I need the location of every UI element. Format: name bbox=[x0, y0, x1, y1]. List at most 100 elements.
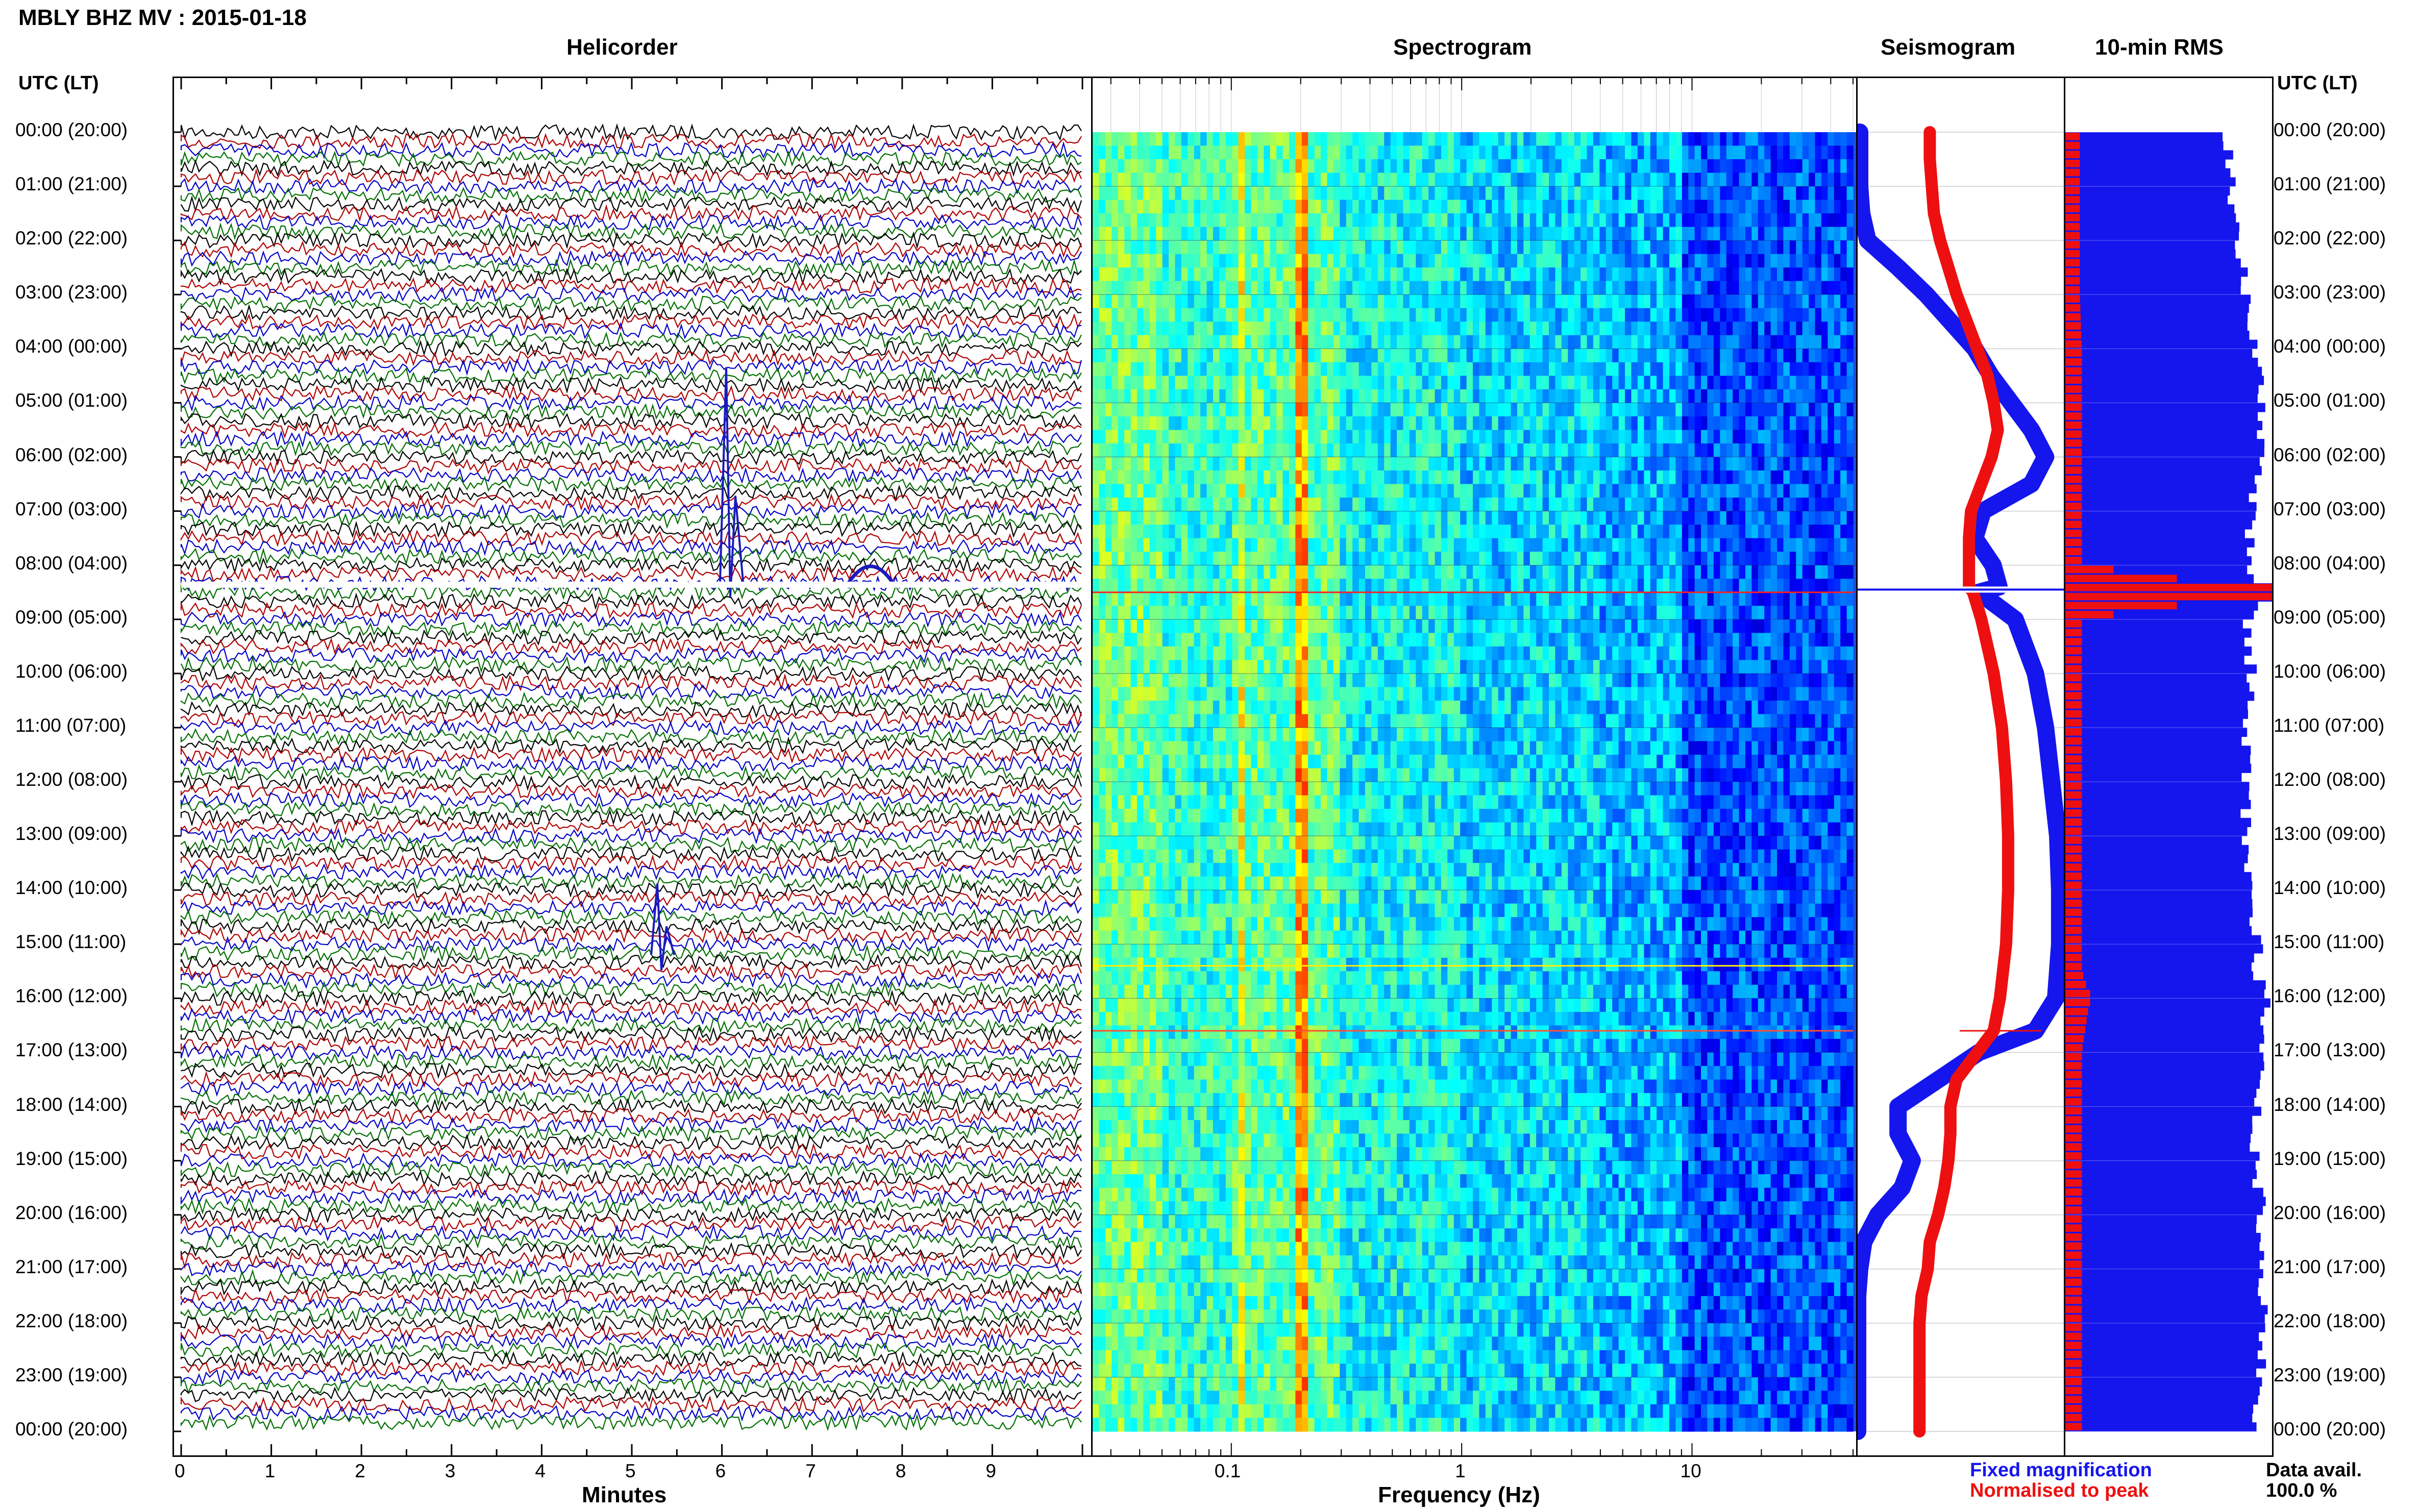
helicorder-line bbox=[180, 592, 1082, 610]
helicorder-line bbox=[180, 1314, 1082, 1332]
rms-normalised-bar bbox=[2065, 1161, 2082, 1169]
rms-normalised-bar bbox=[2065, 575, 2177, 582]
rms-fixed-bar bbox=[2065, 917, 2250, 927]
time-label-right-21: 21:00 (17:00) bbox=[2274, 1256, 2386, 1277]
rms-normalised-bar bbox=[2065, 918, 2082, 925]
helicorder-line bbox=[180, 511, 1082, 529]
rms-fixed-bar bbox=[2065, 790, 2249, 800]
rms-fixed-bar bbox=[2065, 691, 2255, 701]
spectrogram-tick-label: 10 bbox=[1680, 1460, 1701, 1481]
rms-fixed-bar bbox=[2065, 520, 2253, 530]
helicorder-line bbox=[180, 1206, 1082, 1224]
time-label-left-18: 18:00 (14:00) bbox=[15, 1094, 128, 1115]
helicorder-line bbox=[180, 313, 1082, 331]
helicorder-line bbox=[180, 231, 1082, 250]
rms-fixed-bar bbox=[2065, 1079, 2260, 1089]
rms-normalised-bar bbox=[2065, 548, 2082, 555]
rms-fixed-bar bbox=[2065, 430, 2257, 439]
rms-normalised-bar bbox=[2065, 782, 2082, 790]
rms-normalised-bar bbox=[2065, 989, 2090, 998]
rms-fixed-bar bbox=[2065, 1332, 2259, 1342]
rms-fixed-bar bbox=[2065, 1224, 2256, 1233]
helicorder-line bbox=[180, 1278, 1082, 1296]
helicorder-line bbox=[180, 141, 1082, 159]
rms-fixed-bar bbox=[2065, 718, 2243, 728]
rms-normalised-bar bbox=[2065, 737, 2082, 745]
rms-normalised-bar bbox=[2065, 728, 2082, 736]
rms-fixed-bar bbox=[2065, 331, 2250, 340]
rms-normalised-bar bbox=[2065, 430, 2082, 438]
time-label-right-5: 05:00 (01:00) bbox=[2274, 390, 2386, 411]
helicorder-line bbox=[180, 1116, 1082, 1134]
rms-normalised-bar bbox=[2065, 457, 2082, 465]
rms-fixed-bar bbox=[2065, 439, 2265, 449]
rms-fixed-bar bbox=[2065, 908, 2253, 918]
time-label-left-13: 13:00 (09:00) bbox=[15, 823, 128, 845]
helicorder-line bbox=[180, 683, 1082, 701]
rms-normalised-bar bbox=[2065, 1089, 2082, 1097]
rms-fixed-bar bbox=[2065, 763, 2252, 773]
helicorder-line bbox=[180, 321, 1082, 339]
rms-normalised-bar bbox=[2065, 1080, 2082, 1088]
rms-normalised-bar bbox=[2065, 557, 2082, 564]
rms-normalised-bar bbox=[2065, 1215, 2082, 1223]
helicorder-tick-label: 5 bbox=[625, 1460, 636, 1481]
rms-fixed-bar bbox=[2065, 240, 2235, 250]
time-label-left-9: 09:00 (05:00) bbox=[15, 606, 128, 628]
rms-fixed-bar bbox=[2065, 538, 2255, 548]
rms-normalised-bar bbox=[2065, 665, 2082, 673]
helicorder-line bbox=[180, 908, 1082, 926]
rms-normalised-bar bbox=[2065, 683, 2082, 691]
rms-normalised-bar bbox=[2065, 935, 2082, 944]
rms-header: 10-min RMS bbox=[2095, 35, 2224, 60]
rms-fixed-bar bbox=[2065, 646, 2252, 656]
helicorder-line bbox=[180, 1053, 1082, 1071]
time-label-left-7: 07:00 (03:00) bbox=[15, 498, 128, 519]
helicorder-line bbox=[180, 890, 1082, 908]
helicorder-line bbox=[180, 836, 1082, 854]
rms-fixed-bar bbox=[2065, 944, 2263, 954]
rms-normalised-bar bbox=[2065, 565, 2114, 574]
rms-normalised-bar bbox=[2065, 502, 2082, 510]
rms-normalised-bar bbox=[2065, 259, 2080, 267]
legend-fixed-magnification: Fixed magnification bbox=[1970, 1459, 2152, 1481]
rms-normalised-bar bbox=[2065, 908, 2082, 916]
time-label-right-1: 01:00 (21:00) bbox=[2274, 173, 2386, 195]
helicorder-line bbox=[180, 421, 1082, 439]
helicorder-line bbox=[180, 1224, 1082, 1242]
rms-fixed-bar bbox=[2065, 168, 2231, 178]
rms-normalised-bar bbox=[2065, 295, 2080, 303]
rms-normalised-bar bbox=[2065, 520, 2082, 528]
time-label-left-6: 06:00 (02:00) bbox=[15, 444, 128, 465]
helicorder-traces bbox=[180, 123, 1082, 1431]
rms-fixed-bar bbox=[2065, 177, 2236, 187]
time-label-left-17: 17:00 (13:00) bbox=[15, 1039, 128, 1061]
rms-normalised-bar bbox=[2065, 349, 2082, 357]
rms-normalised-bar bbox=[2065, 1026, 2086, 1034]
helicorder-line bbox=[180, 439, 1082, 457]
rms-fixed-bar bbox=[2065, 1404, 2254, 1414]
helicorder-line bbox=[180, 746, 1082, 764]
rms-fixed-bar bbox=[2065, 727, 2248, 737]
helicorder-line bbox=[180, 258, 1082, 277]
time-label-right-3: 03:00 (23:00) bbox=[2274, 282, 2386, 303]
helicorder-line bbox=[180, 647, 1082, 664]
helicorder-line bbox=[180, 159, 1082, 177]
helicorder-line bbox=[180, 1214, 1082, 1233]
rms-normalised-bar bbox=[2065, 340, 2082, 348]
rms-normalised-bar bbox=[2065, 367, 2082, 375]
rms-fixed-bar bbox=[2065, 1070, 2261, 1080]
rms-normalised-bar bbox=[2065, 619, 2082, 628]
rms-normalised-bar bbox=[2065, 331, 2082, 339]
rms-fixed-bar bbox=[2065, 1386, 2260, 1396]
rms-fixed-bar bbox=[2065, 1323, 2265, 1332]
time-label-right-23: 23:00 (19:00) bbox=[2274, 1364, 2386, 1385]
helicorder-line bbox=[180, 1043, 1082, 1061]
rms-fixed-bar bbox=[2065, 1143, 2250, 1152]
helicorder-line bbox=[180, 1088, 1082, 1106]
time-label-right-6: 06:00 (02:00) bbox=[2274, 444, 2386, 465]
rms-normalised-bar bbox=[2065, 1143, 2082, 1151]
helicorder-panel bbox=[172, 77, 1093, 1457]
time-label-right-12: 12:00 (08:00) bbox=[2274, 769, 2386, 790]
rms-fixed-bar bbox=[2065, 1197, 2266, 1206]
